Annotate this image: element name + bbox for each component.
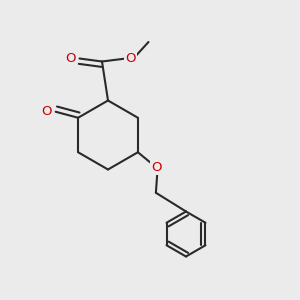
Text: O: O: [65, 52, 76, 65]
Text: O: O: [125, 52, 136, 65]
Text: O: O: [41, 105, 52, 118]
Text: O: O: [152, 161, 162, 174]
